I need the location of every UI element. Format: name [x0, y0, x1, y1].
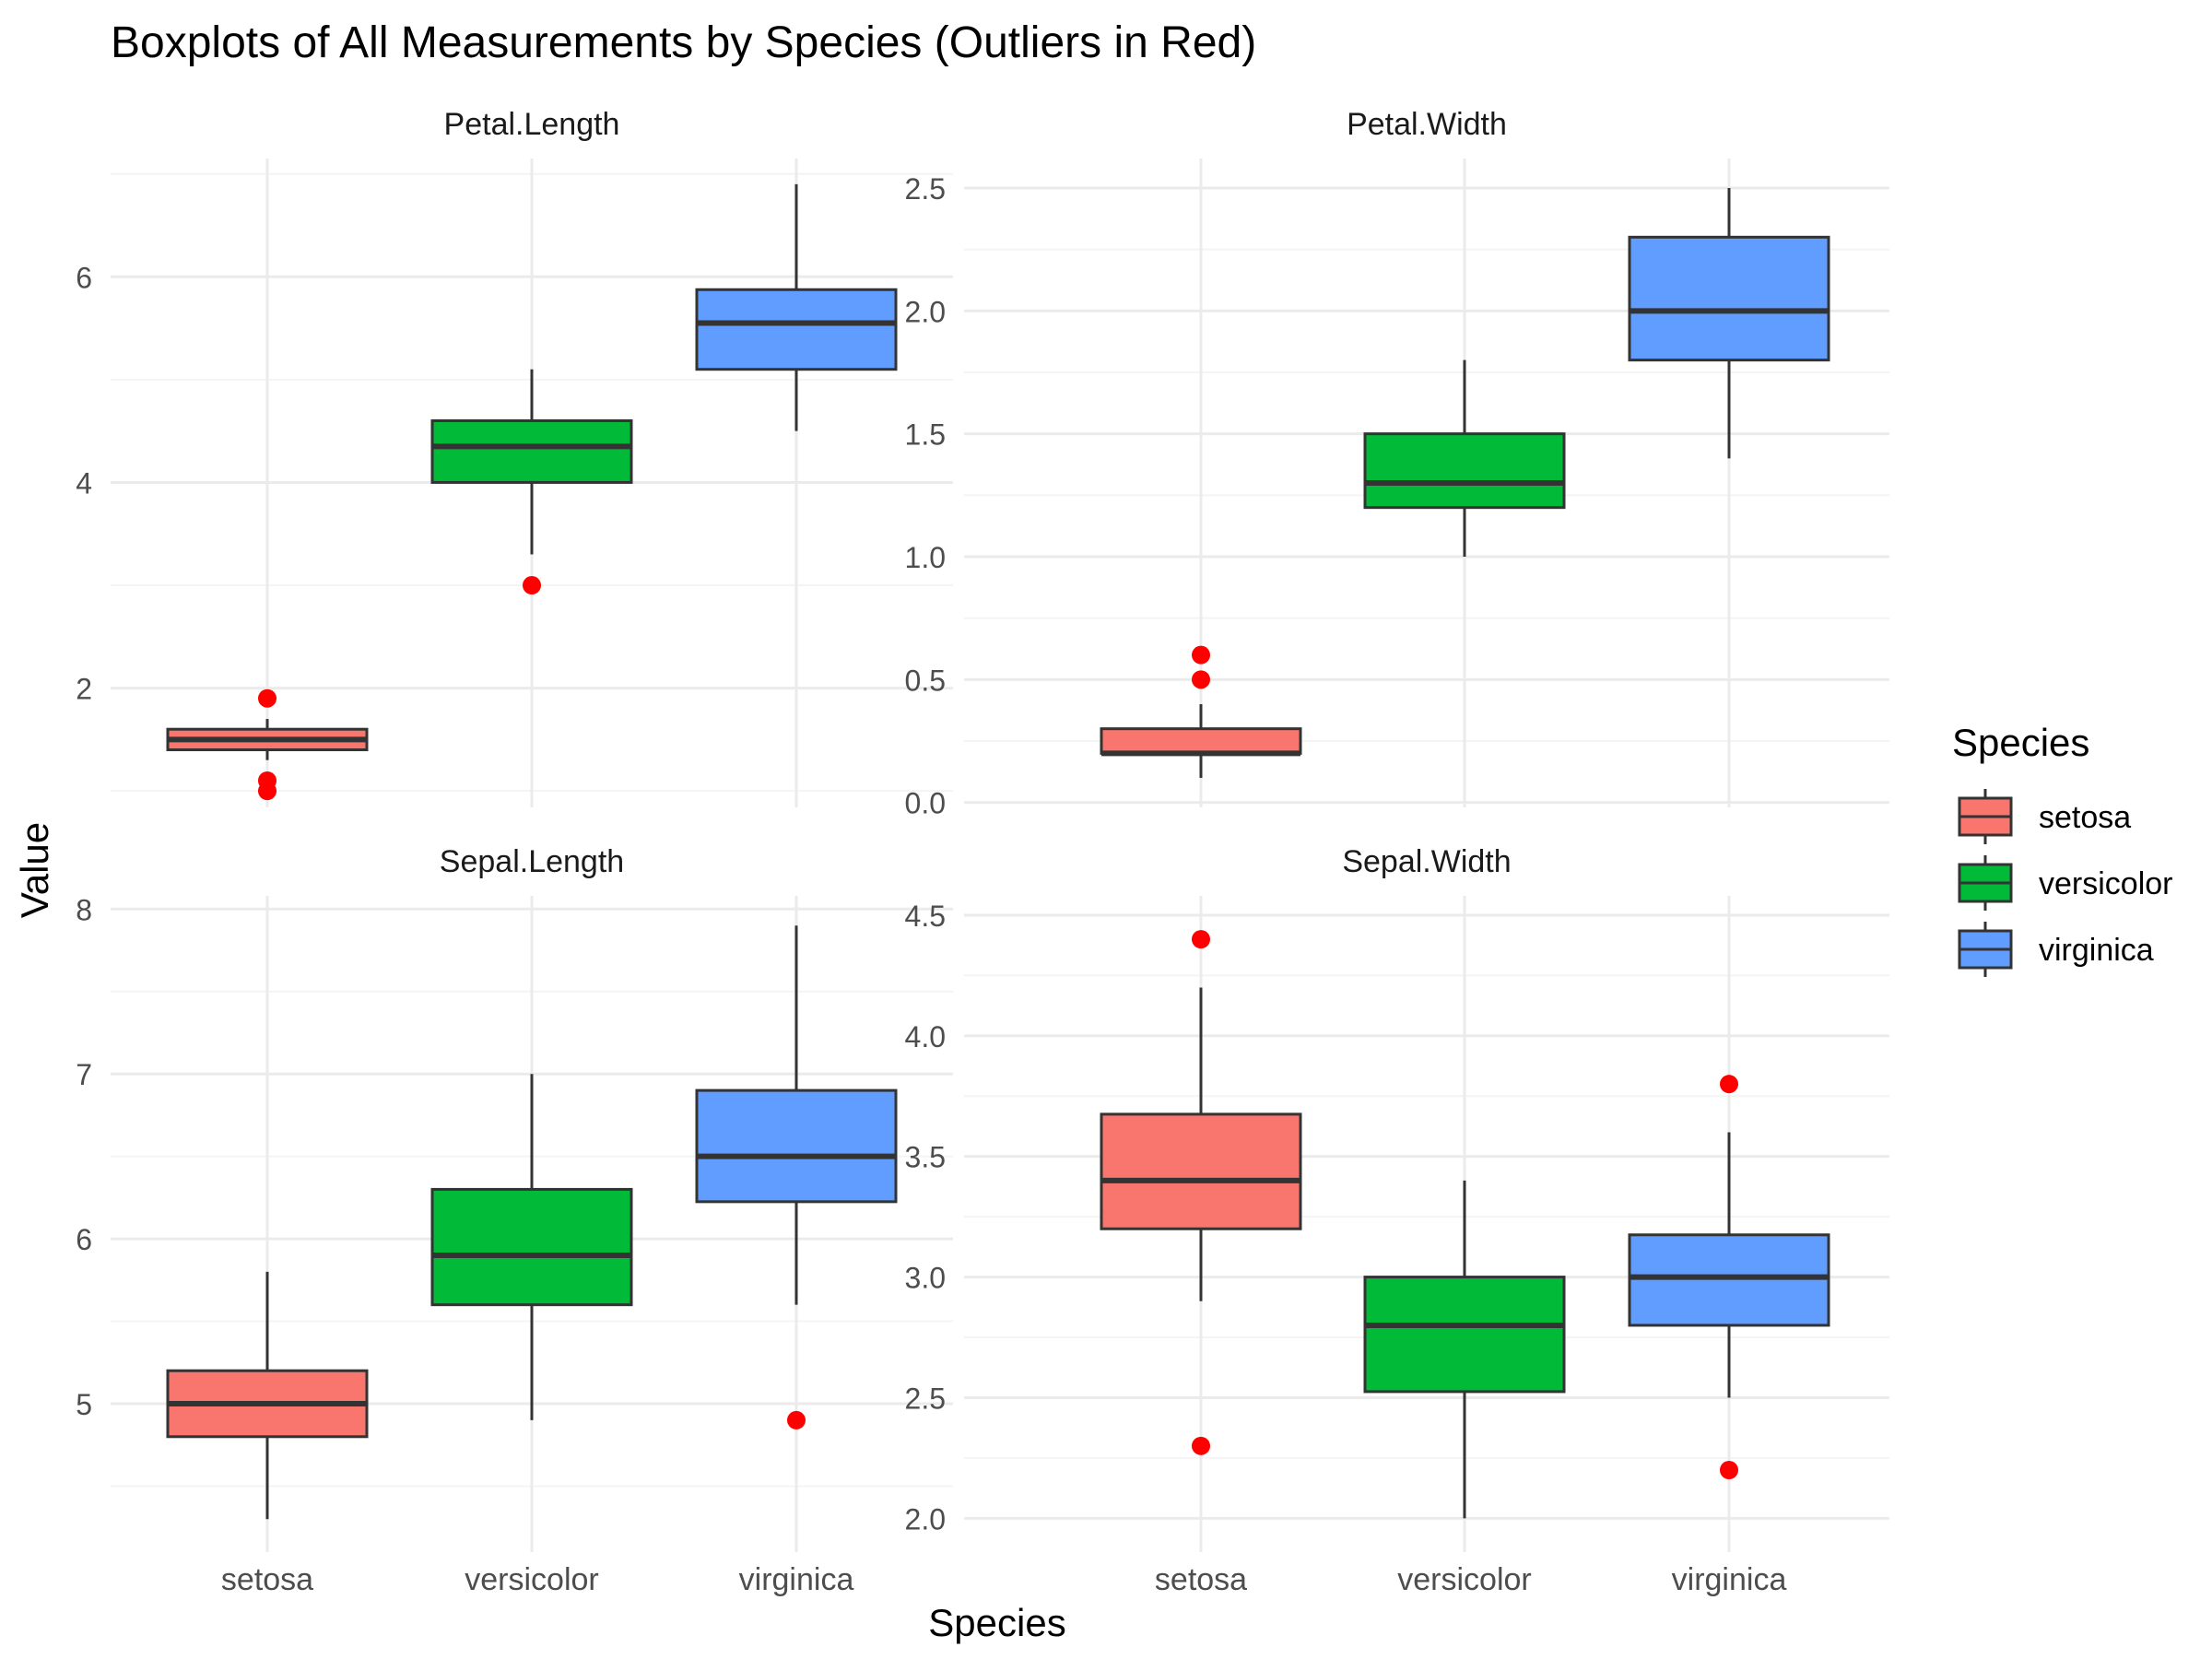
box-virginica	[695, 183, 898, 431]
y-tick-label: 4	[76, 466, 92, 500]
y-tick-label: 5	[76, 1388, 92, 1421]
y-tick-label: 3.0	[905, 1262, 946, 1295]
box-setosa	[1100, 645, 1302, 778]
y-tick-label: 3.5	[905, 1141, 946, 1174]
outlier-point	[258, 688, 276, 708]
box-versicolor	[430, 1074, 633, 1420]
x-axis-title: Species	[928, 1601, 1065, 1644]
iqr-box	[1100, 1112, 1302, 1230]
y-tick-label: 2.0	[905, 1502, 946, 1535]
panel-sepal-length: Sepal.Length 5 6 7 8 setosa versicolor virginic…	[76, 844, 953, 1597]
box-virginica	[1628, 188, 1830, 459]
box-setosa	[166, 1271, 369, 1520]
y-tick-label: 2.5	[905, 172, 946, 206]
box-versicolor	[430, 369, 633, 595]
iqr-box	[695, 288, 898, 371]
facet-title: Petal.Width	[1347, 107, 1507, 142]
box-virginica	[695, 925, 898, 1430]
outlier-point	[787, 1410, 806, 1430]
facet-title: Sepal.Width	[1342, 844, 1511, 879]
panel-petal-length: Petal.Length 2 4 6	[76, 107, 953, 807]
legend-key-virginica: virginica	[1958, 922, 2154, 977]
y-tick-label: 2	[76, 673, 92, 706]
box-versicolor	[1363, 1180, 1566, 1519]
outlier-point	[1192, 1436, 1210, 1455]
iqr-box	[430, 419, 633, 484]
y-tick-label: 2.0	[905, 295, 946, 328]
y-tick-label: 7	[76, 1058, 92, 1091]
y-axis-title: Value	[13, 822, 56, 918]
panel-sepal-width: Sepal.Width 2.0 2.5 3.0 3.5 4.0 4.5 setosa versi…	[905, 844, 1889, 1597]
y-tick-label: 8	[76, 893, 92, 926]
legend: Species setosa versicolor virginica	[1952, 721, 2172, 977]
x-tick-label: setosa	[1155, 1562, 1247, 1597]
iqr-box	[1363, 1276, 1566, 1394]
y-tick-label: 6	[76, 1223, 92, 1256]
x-tick-label: versicolor	[1397, 1562, 1531, 1597]
outlier-point	[1192, 645, 1210, 665]
box-setosa	[1100, 930, 1302, 1455]
chart-title: Boxplots of All Measurements by Species …	[111, 18, 1256, 67]
outlier-point	[258, 771, 276, 790]
y-tick-label: 1.5	[905, 418, 946, 452]
iqr-box	[430, 1187, 633, 1307]
x-tick-label: versicolor	[465, 1562, 598, 1597]
y-tick-label: 0.5	[905, 664, 946, 697]
x-tick-label: setosa	[221, 1562, 313, 1597]
legend-label: virginica	[2039, 933, 2154, 968]
y-tick-label: 2.5	[905, 1382, 946, 1415]
box-versicolor	[1363, 359, 1566, 557]
legend-label: versicolor	[2039, 866, 2172, 901]
iqr-box	[1100, 727, 1302, 755]
panel-petal-width: Petal.Width 0.0 0.5 1.0 1.5 2.0 2.5	[905, 107, 1889, 820]
outlier-point	[1720, 1075, 1738, 1094]
y-tick-label: 0.0	[905, 787, 946, 820]
iqr-box	[1628, 1233, 1830, 1327]
facet-title: Petal.Length	[444, 107, 620, 142]
outlier-point	[1720, 1461, 1738, 1479]
outlier-point	[1192, 670, 1210, 689]
facet-title: Sepal.Length	[440, 844, 624, 879]
x-tick-label: virginica	[739, 1562, 854, 1597]
legend-key-setosa: setosa	[1958, 789, 2131, 844]
outlier-point	[523, 576, 541, 595]
y-tick-label: 4.0	[905, 1020, 946, 1053]
iqr-box	[1628, 235, 1830, 362]
x-tick-label: virginica	[1672, 1562, 1787, 1597]
y-tick-label: 4.5	[905, 900, 946, 933]
y-tick-label: 6	[76, 261, 92, 294]
facet-panels: Petal.Length 2 4 6 Petal.Width 0.0 0.5 1.0 1.5 2.…	[76, 107, 1889, 1597]
legend-key-versicolor: versicolor	[1958, 855, 2172, 911]
legend-label: setosa	[2039, 800, 2131, 835]
y-tick-label: 1.0	[905, 541, 946, 574]
outlier-point	[1192, 930, 1210, 949]
iqr-box	[1363, 432, 1566, 510]
iqr-box	[695, 1088, 898, 1204]
legend-title: Species	[1952, 721, 2089, 764]
box-virginica	[1628, 1075, 1830, 1479]
box-setosa	[166, 688, 369, 801]
